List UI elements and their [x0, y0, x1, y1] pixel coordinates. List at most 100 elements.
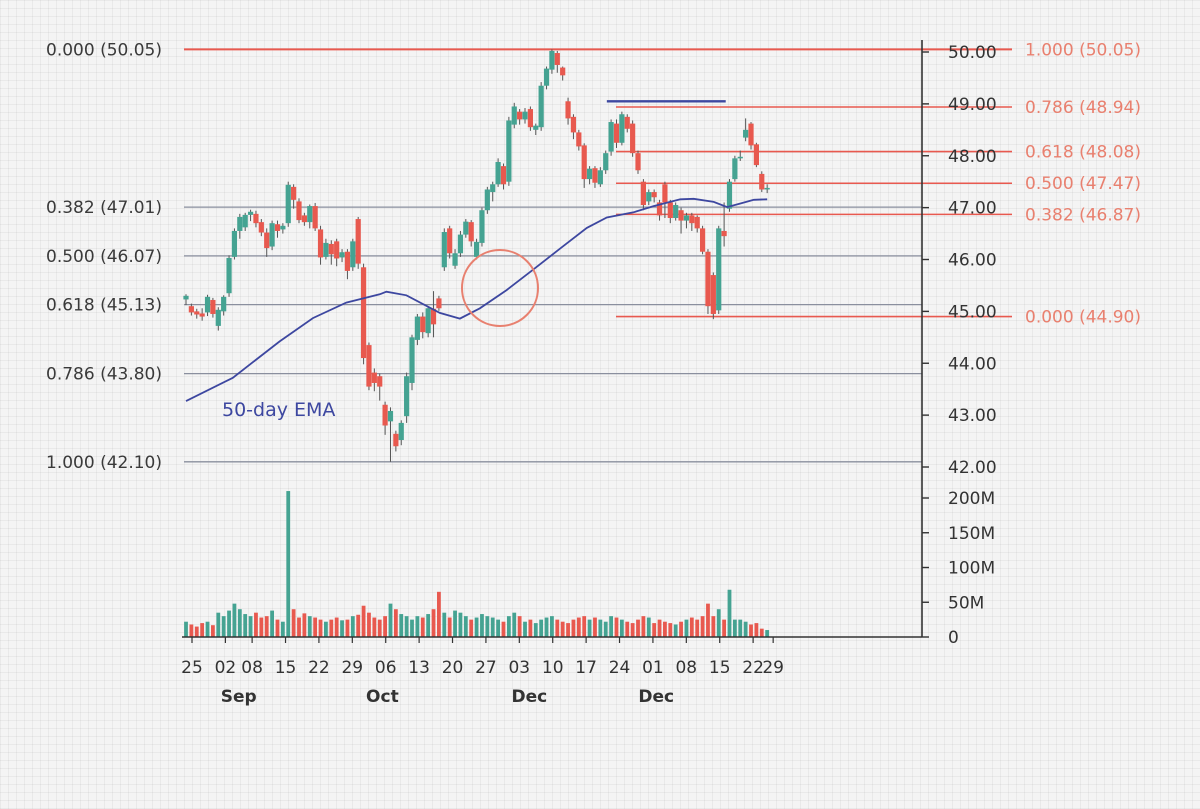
volume-bar	[571, 619, 576, 637]
date-tick-label: 08	[241, 658, 263, 678]
candle	[414, 313, 420, 346]
candle	[387, 407, 394, 462]
candle	[651, 189, 657, 203]
candle	[409, 334, 415, 391]
overlays	[185, 100, 768, 402]
candle	[323, 238, 329, 260]
volume-bar	[512, 612, 517, 637]
candle	[570, 114, 577, 140]
volume-bar	[447, 617, 452, 637]
volume-bar	[625, 621, 630, 637]
candle	[689, 212, 695, 231]
candle	[764, 184, 770, 194]
candle	[441, 228, 447, 271]
month-label: Dec	[638, 687, 674, 707]
volume-bar	[555, 619, 560, 637]
candle	[226, 255, 232, 297]
date-tick-label: 25	[181, 658, 203, 678]
volume-bar	[377, 619, 382, 637]
volume-bar	[759, 628, 764, 637]
candle	[194, 308, 200, 319]
candle	[646, 189, 652, 206]
candle	[662, 181, 668, 218]
candle	[473, 238, 480, 260]
month-label: Sep	[221, 687, 257, 707]
volume-bar	[200, 623, 205, 637]
volume-bar	[399, 614, 404, 637]
volume-bar	[523, 621, 527, 637]
candle	[710, 272, 716, 320]
volume-tick-label: 100M	[948, 559, 995, 579]
candle	[683, 212, 690, 229]
volume-bar	[431, 609, 436, 637]
candle	[291, 184, 297, 209]
fib-left-label: 1.000 (42.10)	[46, 453, 162, 473]
candle	[479, 207, 485, 247]
date-tick-label: 17	[575, 658, 597, 678]
volume-bars	[184, 491, 770, 637]
volume-bar	[291, 609, 296, 637]
candle	[301, 212, 307, 226]
month-label: Oct	[366, 687, 399, 707]
candle	[420, 312, 426, 339]
candle	[667, 199, 673, 224]
date-tick-label: 27	[475, 658, 497, 678]
volume-bar	[598, 619, 603, 637]
volume-bar	[329, 619, 334, 637]
volume-bar	[619, 619, 624, 637]
candle	[699, 225, 706, 255]
candle	[221, 295, 227, 316]
candle	[436, 295, 442, 311]
price-tick-label: 45.00	[948, 302, 997, 322]
volume-bar	[566, 623, 570, 637]
candle	[495, 158, 501, 187]
price-tick-label: 47.00	[948, 199, 997, 219]
volume-bar	[754, 623, 759, 637]
crossover-highlight-circle	[461, 249, 539, 327]
price-tick-label: 46.00	[948, 251, 997, 271]
volume-bar	[372, 617, 377, 637]
labels: 0.000 (50.05) 0.382 (47.01) 0.500 (46.07) 0…	[46, 40, 1141, 707]
volume-bar	[216, 612, 221, 637]
candle	[452, 249, 458, 269]
candle	[317, 225, 324, 265]
volume-bar	[307, 616, 312, 637]
volume-bar	[533, 623, 538, 637]
candle	[603, 150, 609, 174]
month-label: Dec	[511, 687, 547, 707]
fib-right-label: 0.618 (48.08)	[1025, 143, 1141, 163]
candle	[484, 186, 490, 214]
candle	[398, 420, 404, 446]
volume-bar	[738, 619, 743, 637]
volume-bar	[684, 619, 689, 637]
candle	[188, 303, 194, 316]
volume-bar	[490, 617, 495, 637]
fib-right-label: 0.500 (47.47)	[1025, 174, 1141, 194]
candle	[716, 225, 722, 314]
date-tick-label: 15	[709, 658, 731, 678]
candle	[334, 238, 340, 267]
volume-bar	[711, 616, 716, 637]
price-tick-label: 44.00	[948, 354, 997, 374]
volume-bar	[313, 617, 318, 637]
volume-bar	[205, 621, 210, 637]
volume-bar	[345, 619, 350, 637]
candle	[613, 119, 620, 148]
candle	[285, 181, 291, 227]
candle	[258, 219, 264, 237]
candle	[592, 166, 598, 188]
volume-bar	[630, 623, 635, 637]
volume-bar	[716, 609, 721, 637]
date-tick-label: 06	[375, 658, 397, 678]
candle	[581, 143, 587, 188]
volume-bar	[237, 609, 242, 637]
volume-bar	[689, 617, 694, 637]
volume-bar	[609, 616, 614, 637]
candle	[264, 228, 270, 257]
candle	[247, 209, 254, 222]
volume-bar	[668, 623, 673, 637]
candle	[468, 220, 474, 247]
candle	[565, 97, 571, 125]
candles	[183, 49, 770, 462]
candle	[274, 220, 281, 238]
